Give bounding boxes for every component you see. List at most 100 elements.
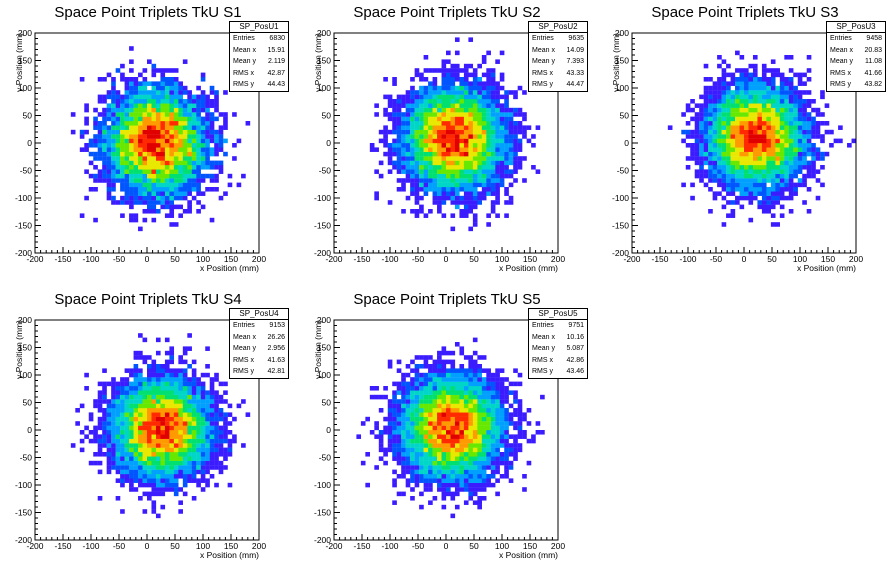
histogram-bin: [151, 99, 157, 104]
histogram-bin: [160, 434, 166, 439]
histogram-bin: [164, 200, 170, 205]
histogram-bin: [236, 138, 242, 144]
histogram-bin: [138, 160, 143, 166]
histogram-bin: [477, 394, 482, 400]
histogram-bin: [200, 77, 206, 82]
histogram-bin: [463, 134, 469, 139]
histogram-bin: [450, 443, 456, 448]
histogram-bin: [93, 434, 98, 439]
histogram-bin: [142, 178, 148, 183]
histogram-bin: [155, 90, 161, 95]
histogram-bin: [160, 465, 166, 470]
stats-value: 20.83: [864, 46, 882, 54]
histogram-bin: [463, 81, 469, 86]
histogram-bin: [182, 438, 188, 444]
histogram-bin: [699, 151, 704, 157]
histogram-bin: [164, 156, 170, 161]
histogram-bin: [490, 187, 496, 192]
histogram-bin: [472, 350, 478, 356]
histogram-bin: [477, 456, 482, 461]
histogram-bin: [182, 178, 188, 183]
histogram-bin: [196, 165, 201, 170]
histogram-bin: [495, 403, 500, 409]
histogram-bin: [423, 430, 429, 435]
stats-label: RMS x: [532, 356, 553, 364]
histogram-bin: [463, 68, 469, 73]
histogram-bin: [441, 99, 447, 104]
histogram-bin: [106, 465, 112, 470]
histogram-bin: [708, 143, 713, 148]
histogram-bin: [423, 487, 429, 492]
histogram-bin: [770, 191, 776, 196]
histogram-bin: [97, 403, 103, 409]
histogram-bin: [383, 94, 388, 100]
histogram-bin: [138, 425, 143, 431]
x-tick-label: 50: [170, 541, 180, 551]
histogram-bin: [499, 399, 505, 404]
histogram-bin: [477, 165, 482, 170]
histogram-bin: [459, 134, 465, 139]
histogram-bin: [160, 200, 166, 205]
y-tick-label: 100: [18, 370, 32, 380]
histogram-bin: [111, 200, 116, 205]
histogram-bin: [446, 99, 451, 104]
histogram-bin: [173, 452, 179, 457]
histogram-bin: [191, 478, 197, 483]
histogram-bin: [495, 372, 500, 378]
histogram-bin: [214, 116, 219, 122]
histogram-bin: [766, 94, 772, 100]
histogram-bin: [690, 107, 695, 113]
histogram-bin: [446, 381, 451, 387]
histogram-bin: [182, 195, 188, 201]
histogram-bin: [459, 381, 465, 387]
histogram-bin: [142, 403, 148, 409]
histogram-bin: [708, 173, 713, 179]
histogram-bin: [766, 178, 772, 183]
x-tick-label: 200: [252, 254, 266, 264]
histogram-bin: [187, 460, 192, 466]
histogram-bin: [410, 403, 415, 409]
histogram-bin: [419, 129, 424, 135]
histogram-bin: [788, 178, 794, 183]
histogram-bin: [84, 103, 89, 108]
histogram-bin: [169, 438, 175, 444]
histogram-bin: [142, 107, 148, 113]
histogram-bin: [115, 425, 121, 431]
histogram-bin: [472, 465, 478, 470]
histogram-bin: [169, 165, 175, 170]
histogram-bin: [223, 452, 228, 457]
histogram-bin: [486, 372, 491, 378]
histogram-bin: [111, 129, 116, 135]
histogram-bin: [209, 408, 215, 413]
histogram-bin: [517, 107, 523, 113]
histogram-bin: [374, 386, 379, 391]
histogram-bin: [142, 452, 148, 457]
histogram-bin: [120, 169, 125, 174]
histogram-bin: [133, 430, 139, 435]
histogram-bin: [446, 151, 451, 157]
histogram-bin: [182, 377, 188, 382]
histogram-bin: [423, 412, 429, 417]
histogram-bin: [463, 465, 469, 470]
histogram-bin: [513, 107, 518, 113]
histogram-bin: [383, 107, 388, 113]
histogram-bin: [187, 99, 192, 104]
histogram-bin: [735, 182, 740, 188]
histogram-bin: [811, 125, 816, 130]
histogram-bin: [169, 143, 175, 148]
histogram-bin: [169, 103, 175, 108]
histogram-bin: [111, 425, 116, 431]
histogram-bin: [779, 103, 785, 108]
histogram-bin: [142, 438, 148, 444]
histogram-bin: [468, 399, 474, 404]
histogram-bin: [454, 151, 460, 157]
histogram-bin: [106, 90, 112, 95]
histogram-bin: [752, 116, 758, 122]
histogram-bin: [133, 421, 139, 426]
histogram-bin: [205, 394, 210, 400]
histogram-bin: [766, 68, 772, 73]
histogram-bin: [88, 160, 94, 166]
histogram-bin: [169, 482, 175, 488]
histogram-bin: [708, 156, 713, 161]
y-tick-label: -200: [314, 535, 331, 545]
